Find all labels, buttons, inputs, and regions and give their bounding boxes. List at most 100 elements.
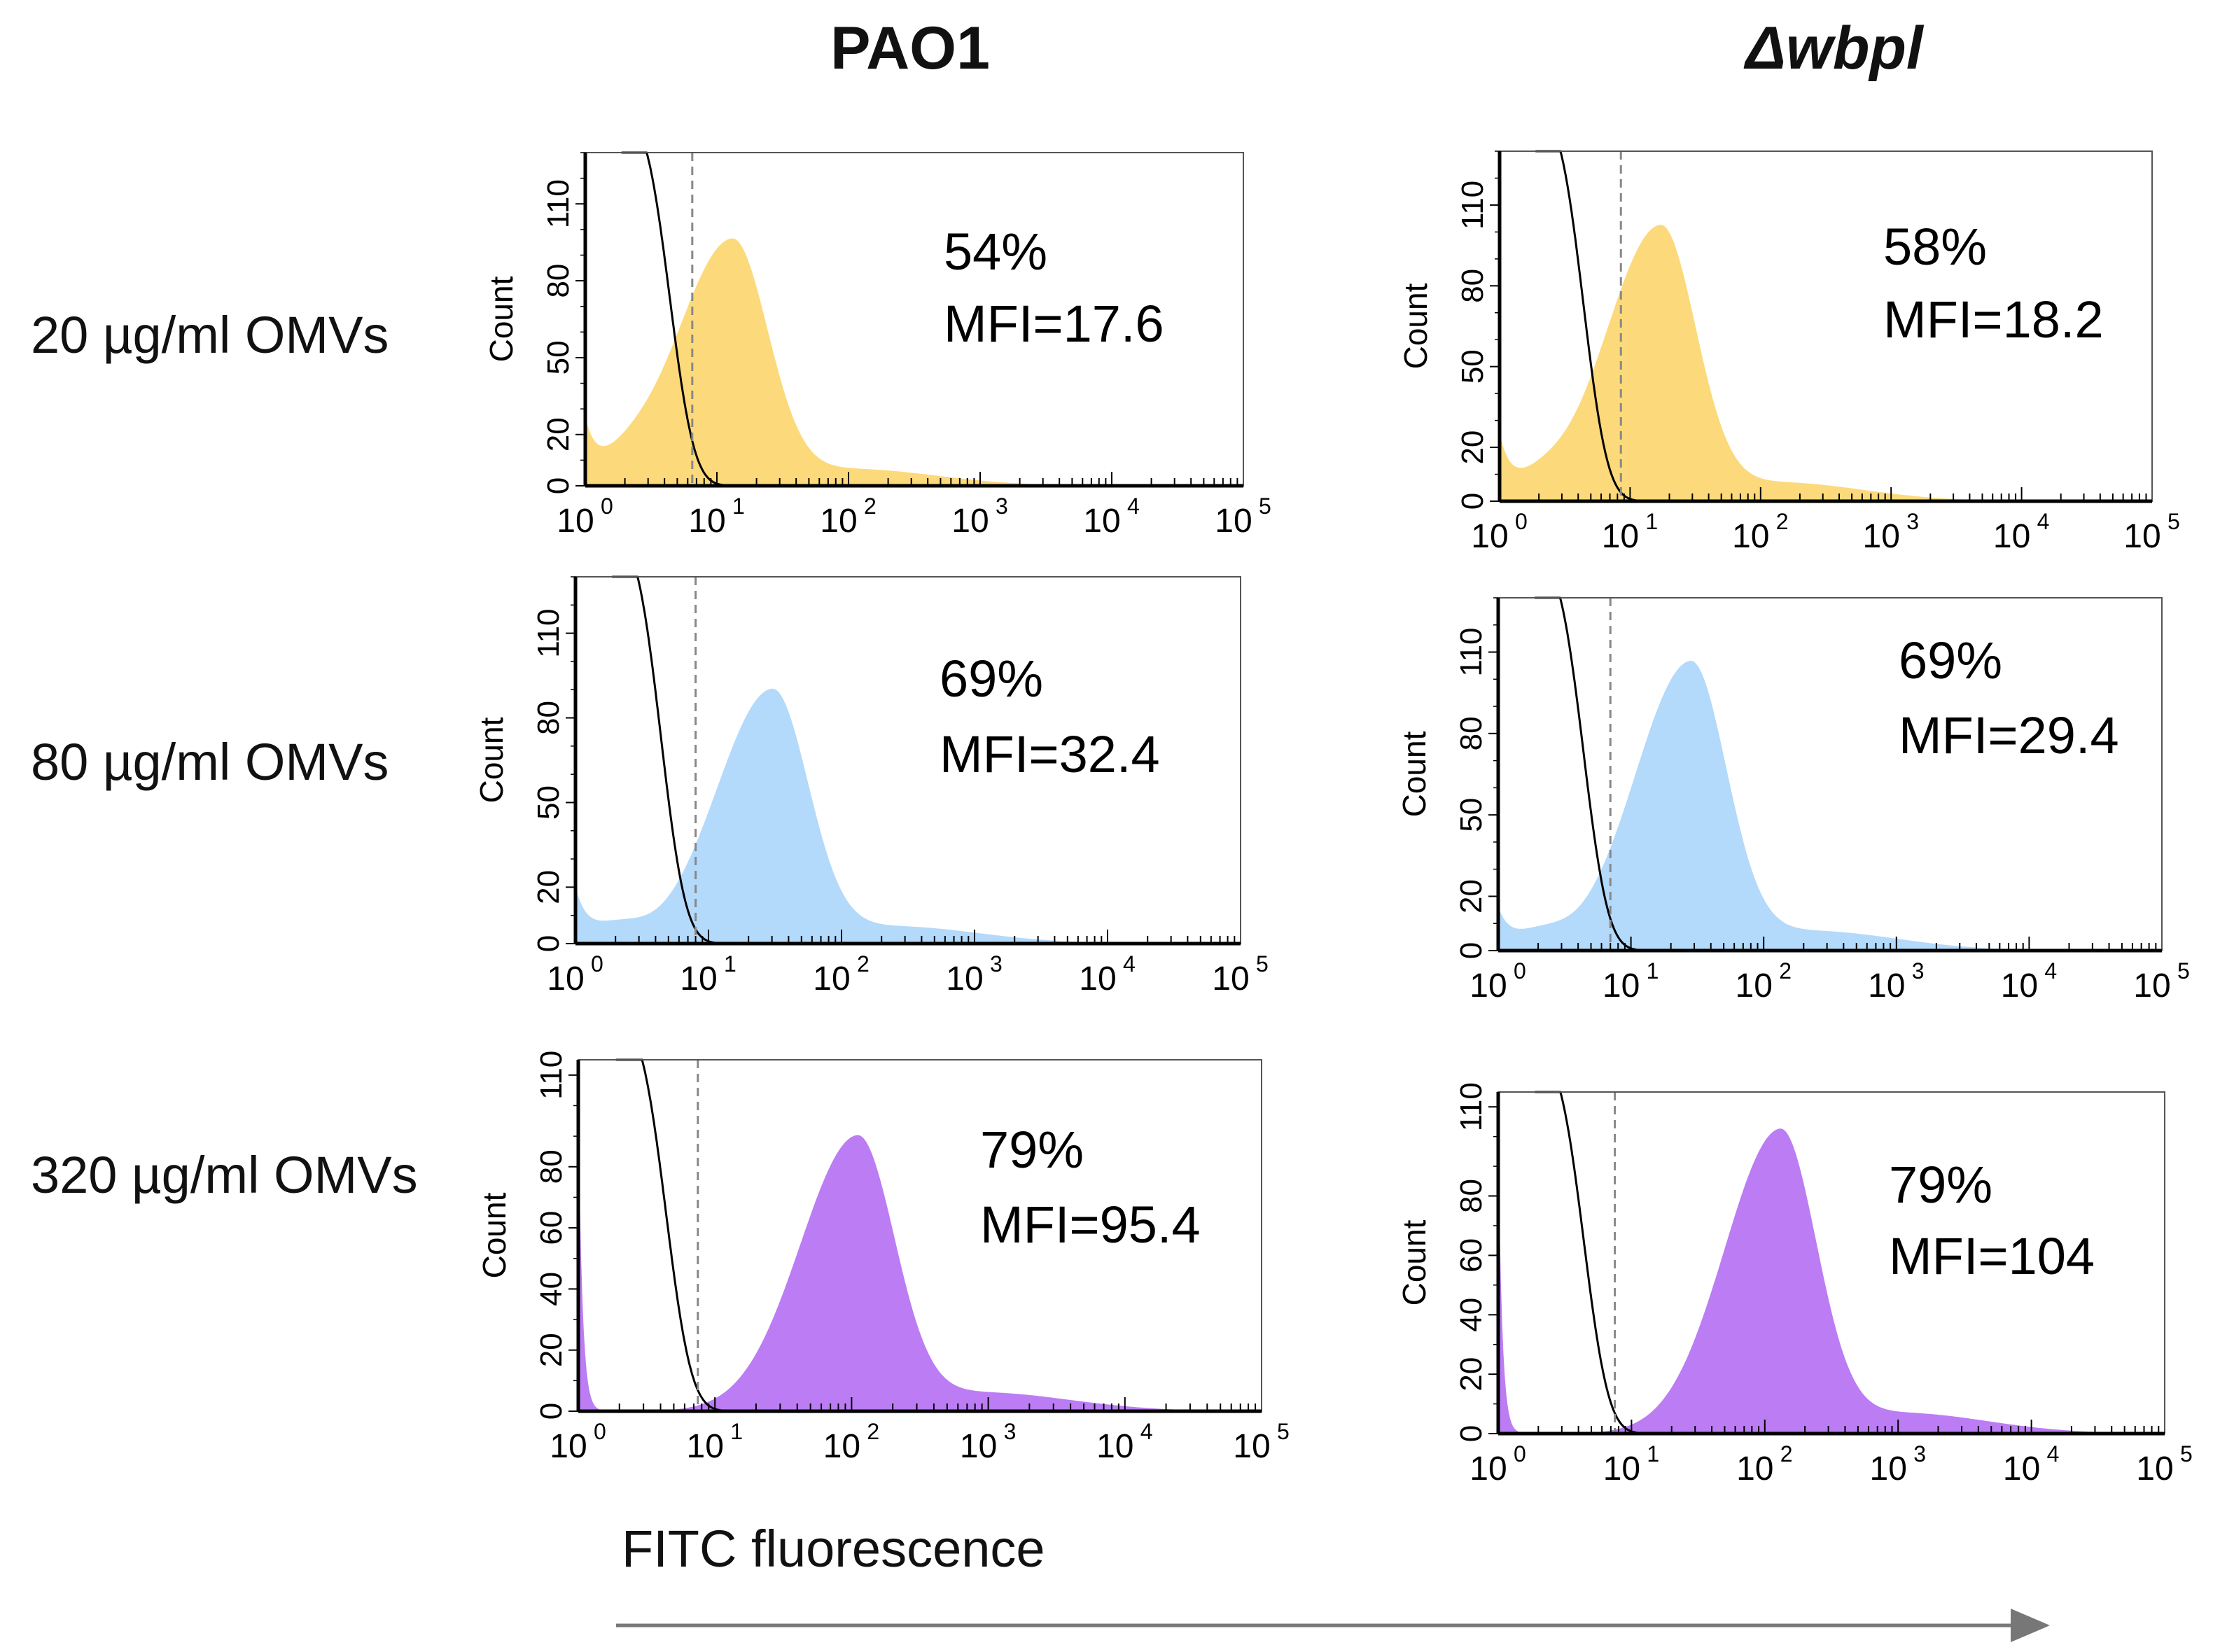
x-tick-label-wbpl-320: 10	[1870, 1450, 1907, 1488]
x-tick-label-wbpl-20: 10	[1993, 518, 2030, 555]
x-axis-arrow-head	[2011, 1609, 2050, 1642]
x-tick-exponent-wbpl-80: 0	[1514, 958, 1526, 983]
x-tick-exponent-wbpl-20: 3	[1906, 509, 1919, 534]
x-axis-caption: FITC fluorescence	[622, 1520, 1045, 1578]
y-tick-label-pao1-20: 20	[541, 417, 575, 451]
x-tick-exponent-pao1-20: 2	[864, 493, 877, 519]
x-tick-exponent-wbpl-320: 3	[1913, 1441, 1926, 1466]
y-tick-label-wbpl-80: 50	[1454, 798, 1488, 832]
y-tick-label-wbpl-320: 80	[1454, 1179, 1488, 1213]
y-tick-label-wbpl-320: 60	[1454, 1238, 1488, 1273]
x-tick-label-pao1-320: 10	[960, 1428, 997, 1465]
x-tick-label-wbpl-20: 10	[1732, 518, 1769, 555]
y-tick-label-wbpl-80: 80	[1454, 716, 1488, 750]
x-tick-label-pao1-320: 10	[1096, 1428, 1133, 1465]
y-tick-label-wbpl-320: 20	[1454, 1357, 1488, 1392]
x-tick-exponent-pao1-80: 0	[591, 951, 603, 976]
chart-wbpl-80: 10 0 10 1 10 2 10 3 10 4 10 50205080110Count69%MFI=…	[1396, 596, 2190, 1004]
x-tick-exponent-wbpl-80: 1	[1647, 958, 1659, 983]
x-tick-label-pao1-320: 10	[687, 1428, 724, 1465]
chart-pao1-320: 10 0 10 1 10 2 10 3 10 4 10 5020406080110Count79%MF…	[476, 1051, 1290, 1465]
x-tick-label-wbpl-20: 10	[1863, 518, 1900, 555]
x-tick-exponent-wbpl-80: 4	[2044, 958, 2057, 983]
histogram-wbpl-20	[1500, 225, 2152, 501]
histogram-pao1-20	[585, 238, 1243, 486]
y-tick-label-wbpl-20: 50	[1455, 349, 1490, 384]
histogram-pao1-320	[578, 1105, 1262, 1411]
y-tick-label-pao1-80: 0	[531, 935, 566, 952]
x-tick-exponent-pao1-80: 4	[1123, 951, 1136, 976]
y-tick-label-wbpl-320: 0	[1454, 1425, 1488, 1442]
x-tick-label-wbpl-80: 10	[2001, 967, 2038, 1004]
x-tick-exponent-wbpl-20: 2	[1776, 509, 1789, 534]
x-tick-exponent-pao1-20: 3	[996, 493, 1008, 519]
chart-wbpl-20: 10 0 10 1 10 2 10 3 10 4 10 50205080110Count58%MFI=…	[1397, 150, 2180, 555]
y-tick-label-wbpl-20: 0	[1455, 493, 1490, 510]
x-tick-label-wbpl-20: 10	[2123, 518, 2160, 555]
x-tick-label-wbpl-80: 10	[1736, 967, 1773, 1004]
y-tick-label-pao1-20: 0	[541, 477, 575, 494]
y-tick-label-pao1-320: 60	[534, 1211, 568, 1245]
x-tick-exponent-wbpl-320: 1	[1647, 1441, 1659, 1466]
y-tick-label-wbpl-80: 20	[1454, 879, 1488, 913]
x-tick-label-wbpl-20: 10	[1602, 518, 1639, 555]
row-label-20: 20 µg/ml OMVs	[31, 306, 389, 364]
x-tick-exponent-wbpl-80: 2	[1779, 958, 1792, 983]
y-axis-label-pao1-320: Count	[476, 1192, 512, 1278]
x-tick-label-pao1-20: 10	[688, 503, 725, 540]
y-tick-label-wbpl-320: 110	[1454, 1082, 1488, 1131]
y-tick-label-pao1-320: 80	[534, 1149, 568, 1184]
mfi-label-wbpl-320: MFI=104	[1889, 1227, 2095, 1285]
y-tick-label-pao1-320: 0	[534, 1403, 568, 1420]
x-tick-exponent-pao1-320: 4	[1140, 1419, 1153, 1444]
y-axis-label-pao1-20: Count	[483, 276, 519, 362]
x-tick-label-pao1-80: 10	[547, 960, 584, 997]
y-axis-label-wbpl-20: Count	[1397, 283, 1434, 369]
x-tick-label-pao1-20: 10	[820, 503, 857, 540]
x-tick-exponent-wbpl-80: 5	[2177, 958, 2190, 983]
histogram-pao1-80	[575, 688, 1241, 944]
control-curve-pao1-320	[615, 1058, 722, 1412]
x-tick-exponent-pao1-320: 0	[594, 1419, 606, 1444]
histogram-wbpl-80	[1498, 660, 2162, 951]
y-tick-label-pao1-20: 80	[541, 264, 575, 298]
x-tick-exponent-pao1-20: 0	[601, 493, 613, 519]
x-tick-exponent-wbpl-20: 0	[1515, 509, 1528, 534]
x-tick-label-wbpl-80: 10	[1603, 967, 1640, 1004]
x-tick-exponent-pao1-320: 1	[730, 1419, 743, 1444]
y-tick-label-pao1-320: 20	[534, 1333, 568, 1367]
y-axis-label-wbpl-320: Count	[1396, 1219, 1432, 1306]
x-tick-exponent-pao1-80: 3	[990, 951, 1003, 976]
y-tick-label-wbpl-20: 110	[1455, 181, 1490, 230]
x-tick-label-pao1-320: 10	[1233, 1428, 1270, 1465]
percent-label-pao1-80: 69%	[940, 650, 1043, 708]
x-tick-exponent-wbpl-320: 0	[1514, 1441, 1526, 1466]
x-tick-label-pao1-80: 10	[946, 960, 983, 997]
y-tick-label-wbpl-20: 20	[1455, 430, 1490, 465]
x-tick-label-pao1-20: 10	[557, 503, 594, 540]
x-tick-label-pao1-320: 10	[823, 1428, 860, 1465]
x-tick-label-pao1-20: 10	[1083, 503, 1120, 540]
x-tick-label-pao1-20: 10	[951, 503, 989, 540]
percent-label-pao1-20: 54%	[944, 223, 1047, 281]
x-tick-label-wbpl-20: 10	[1471, 518, 1508, 555]
control-curve-wbpl-320	[1535, 1091, 1639, 1434]
chart-pao1-80: 10 0 10 1 10 2 10 3 10 4 10 50205080110Count69%MFI=…	[473, 575, 1269, 997]
histogram-wbpl-320	[1498, 1128, 2165, 1434]
x-tick-exponent-pao1-320: 3	[1004, 1419, 1017, 1444]
x-tick-exponent-pao1-20: 4	[1127, 493, 1140, 519]
percent-label-pao1-320: 79%	[980, 1121, 1084, 1179]
y-tick-label-wbpl-20: 80	[1455, 269, 1490, 303]
x-tick-exponent-pao1-80: 5	[1256, 951, 1269, 976]
x-tick-label-pao1-80: 10	[1079, 960, 1116, 997]
mfi-label-pao1-80: MFI=32.4	[940, 725, 1160, 783]
x-tick-exponent-wbpl-320: 5	[2180, 1441, 2193, 1466]
x-tick-label-wbpl-320: 10	[2003, 1450, 2040, 1488]
y-tick-label-pao1-320: 110	[534, 1051, 568, 1100]
y-tick-label-pao1-20: 50	[541, 340, 575, 374]
x-tick-exponent-pao1-320: 2	[867, 1419, 879, 1444]
y-tick-label-wbpl-80: 0	[1454, 942, 1488, 959]
x-tick-exponent-pao1-320: 5	[1277, 1419, 1290, 1444]
x-tick-exponent-wbpl-20: 4	[2037, 509, 2050, 534]
